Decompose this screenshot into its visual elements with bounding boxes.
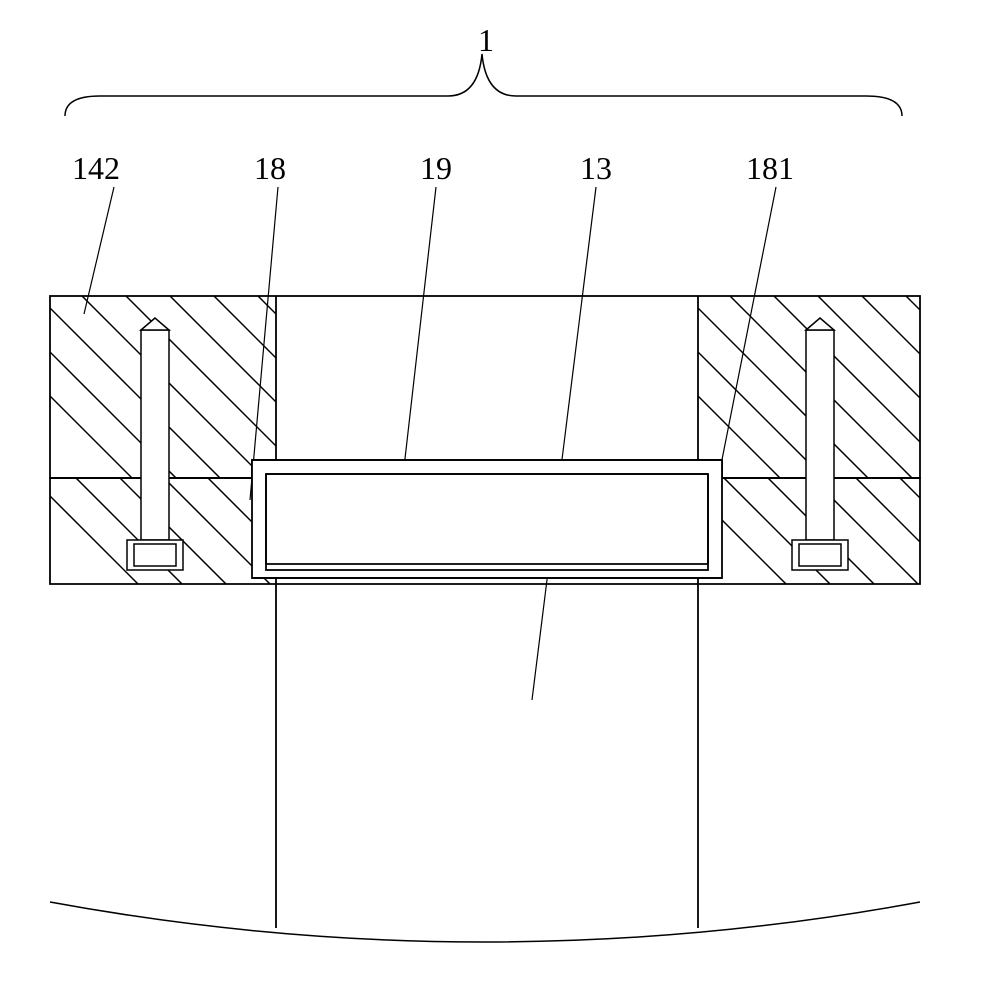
center-seat [252, 460, 722, 578]
label-main: 1 [478, 22, 494, 59]
diagram-svg [0, 0, 989, 1000]
label-142: 142 [72, 150, 120, 187]
tube [276, 584, 698, 928]
bottom-curve [50, 902, 920, 942]
label-181: 181 [746, 150, 794, 187]
bracket [65, 54, 902, 116]
label-18: 18 [254, 150, 286, 187]
label-13: 13 [580, 150, 612, 187]
label-19: 19 [420, 150, 452, 187]
leader-lines [84, 187, 776, 700]
